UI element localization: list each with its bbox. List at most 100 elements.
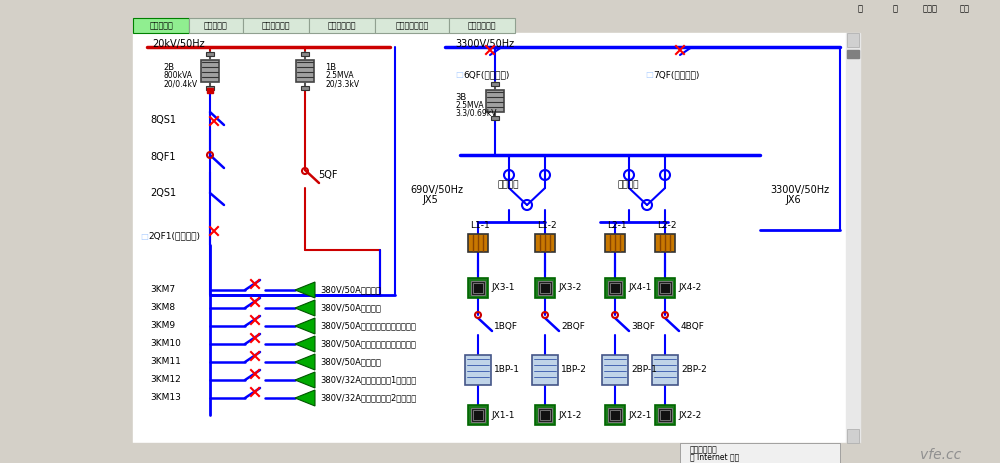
Text: 380V/32A发电机内冷却2供电电源: 380V/32A发电机内冷却2供电电源 — [320, 394, 416, 402]
Bar — [608, 408, 622, 422]
Bar — [301, 86, 309, 90]
Text: JX4-1: JX4-1 — [628, 283, 651, 293]
Text: 水冷系统控制: 水冷系统控制 — [262, 21, 290, 30]
Bar — [655, 278, 675, 298]
Text: L2-2: L2-2 — [657, 221, 676, 231]
Text: 3KM10: 3KM10 — [150, 339, 181, 349]
Bar — [605, 234, 625, 252]
Text: JX5: JX5 — [422, 195, 438, 205]
Bar — [301, 52, 309, 56]
Bar — [0, 0, 1000, 18]
Bar — [189, 18, 243, 33]
Bar — [847, 33, 859, 47]
Bar — [375, 18, 449, 33]
Bar — [0, 443, 860, 463]
Text: 380V/50A备用电源: 380V/50A备用电源 — [320, 304, 381, 313]
Text: 1BP-2: 1BP-2 — [561, 365, 587, 375]
Text: JX1-2: JX1-2 — [558, 411, 581, 419]
Bar — [605, 278, 625, 298]
Text: 2B: 2B — [163, 63, 174, 73]
Bar — [660, 410, 670, 420]
Polygon shape — [295, 372, 315, 388]
Bar — [846, 33, 860, 443]
Bar — [133, 33, 846, 443]
Text: 变流器控制: 变流器控制 — [204, 21, 228, 30]
Text: 3KM9: 3KM9 — [150, 321, 175, 331]
Bar — [532, 355, 558, 385]
Text: JX2-2: JX2-2 — [678, 411, 701, 419]
Text: □: □ — [645, 70, 653, 80]
Bar — [535, 278, 555, 298]
Bar — [658, 281, 672, 295]
Bar — [449, 18, 515, 33]
Text: 离: 离 — [893, 5, 898, 13]
Bar — [133, 18, 189, 33]
Bar — [471, 408, 485, 422]
Text: 2BQF: 2BQF — [561, 323, 585, 332]
Text: 1B: 1B — [325, 63, 336, 73]
Text: 8QS1: 8QS1 — [150, 115, 176, 125]
Text: 4BQF: 4BQF — [681, 323, 705, 332]
Text: 风冷电机控制: 风冷电机控制 — [328, 21, 356, 30]
Text: 3KM12: 3KM12 — [150, 375, 181, 384]
Text: 2.5MVA: 2.5MVA — [325, 71, 354, 81]
Text: 6QF(微机保护): 6QF(微机保护) — [463, 70, 509, 80]
Bar — [206, 52, 214, 56]
Text: JX3-2: JX3-2 — [558, 283, 581, 293]
Bar — [468, 278, 488, 298]
Bar — [296, 60, 314, 82]
Text: 3300V/50Hz: 3300V/50Hz — [770, 185, 829, 195]
Text: L2-1: L2-1 — [607, 221, 627, 231]
Bar — [652, 355, 678, 385]
Bar — [847, 429, 859, 443]
Text: 380V/50A备用电源: 380V/50A备用电源 — [320, 357, 381, 367]
Bar — [468, 405, 488, 425]
Bar — [605, 405, 625, 425]
Text: 20/3.3kV: 20/3.3kV — [325, 80, 359, 88]
Text: JX6: JX6 — [785, 195, 801, 205]
Bar — [201, 60, 219, 82]
Text: 2.5MVA: 2.5MVA — [455, 100, 484, 110]
Bar — [847, 50, 859, 58]
Text: 3300V/50Hz: 3300V/50Hz — [455, 39, 514, 49]
Bar — [535, 234, 555, 252]
Bar — [243, 18, 309, 33]
Bar — [602, 355, 628, 385]
Text: JX4-2: JX4-2 — [678, 283, 701, 293]
Text: JX2-1: JX2-1 — [628, 411, 651, 419]
Bar — [540, 283, 550, 293]
Text: 线路图控制: 线路图控制 — [149, 21, 173, 30]
Polygon shape — [295, 300, 315, 316]
Text: 5QF: 5QF — [318, 170, 338, 180]
Bar — [608, 281, 622, 295]
Bar — [660, 283, 670, 293]
Bar — [680, 443, 840, 463]
Bar — [465, 355, 491, 385]
Text: 20/0.4kV: 20/0.4kV — [163, 80, 197, 88]
Text: 380V/50A拖动调速控制柜供电电源: 380V/50A拖动调速控制柜供电电源 — [320, 321, 416, 331]
Text: 功率分析仿界面: 功率分析仿界面 — [395, 21, 429, 30]
Text: 800kVA: 800kVA — [163, 71, 192, 81]
Text: 690V/50Hz: 690V/50Hz — [410, 185, 463, 195]
Text: 3KM13: 3KM13 — [150, 394, 181, 402]
Text: 无 Internet 访问: 无 Internet 访问 — [690, 452, 739, 462]
Text: 2QF1(单相交流): 2QF1(单相交流) — [148, 232, 200, 240]
Text: 380V/50A备用电源: 380V/50A备用电源 — [320, 286, 381, 294]
Bar — [206, 86, 214, 90]
Text: 380V/50A被试调速控制柜供电电源: 380V/50A被试调速控制柜供电电源 — [320, 339, 416, 349]
Bar — [655, 234, 675, 252]
Text: 3.3/0.69kV: 3.3/0.69kV — [455, 108, 496, 118]
Text: 8QF1: 8QF1 — [150, 152, 176, 162]
Bar — [491, 116, 499, 120]
Bar — [538, 408, 552, 422]
Text: JX3-1: JX3-1 — [491, 283, 514, 293]
Bar — [658, 408, 672, 422]
Bar — [471, 281, 485, 295]
Bar — [610, 283, 620, 293]
Text: 3KM7: 3KM7 — [150, 286, 175, 294]
Text: 3KM8: 3KM8 — [150, 304, 175, 313]
Text: 7QF(单向交流): 7QF(单向交流) — [653, 70, 699, 80]
Text: 倒切母排: 倒切母排 — [497, 181, 518, 189]
Text: L1-1: L1-1 — [470, 221, 490, 231]
Bar — [491, 82, 499, 86]
